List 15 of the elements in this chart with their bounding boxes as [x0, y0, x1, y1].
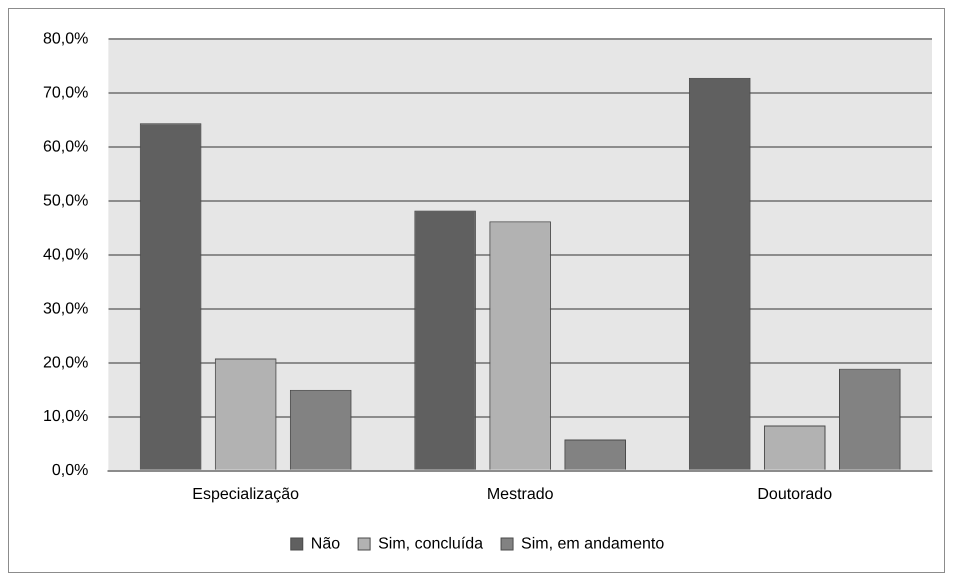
y-tick-label: 30,0%	[42, 300, 88, 318]
x-tick-label: Especialização	[192, 486, 300, 503]
legend-label: Sim, concluída	[378, 535, 484, 552]
y-tick-label: 60,0%	[42, 138, 88, 156]
y-tick-label: 40,0%	[42, 246, 88, 264]
x-tick-label: Mestrado	[486, 486, 554, 503]
legend-label: Não	[310, 535, 340, 552]
y-tick-label: 0,0%	[52, 462, 88, 480]
y-tick-label: 10,0%	[42, 408, 88, 426]
legend-label: Sim, em andamento	[521, 535, 664, 552]
x-tick-label: Doutorado	[757, 486, 832, 503]
y-tick-label: 80,0%	[42, 30, 88, 48]
y-tick-label: 70,0%	[42, 84, 88, 102]
y-tick-label: 50,0%	[42, 192, 88, 210]
y-tick-label: 20,0%	[42, 354, 88, 372]
